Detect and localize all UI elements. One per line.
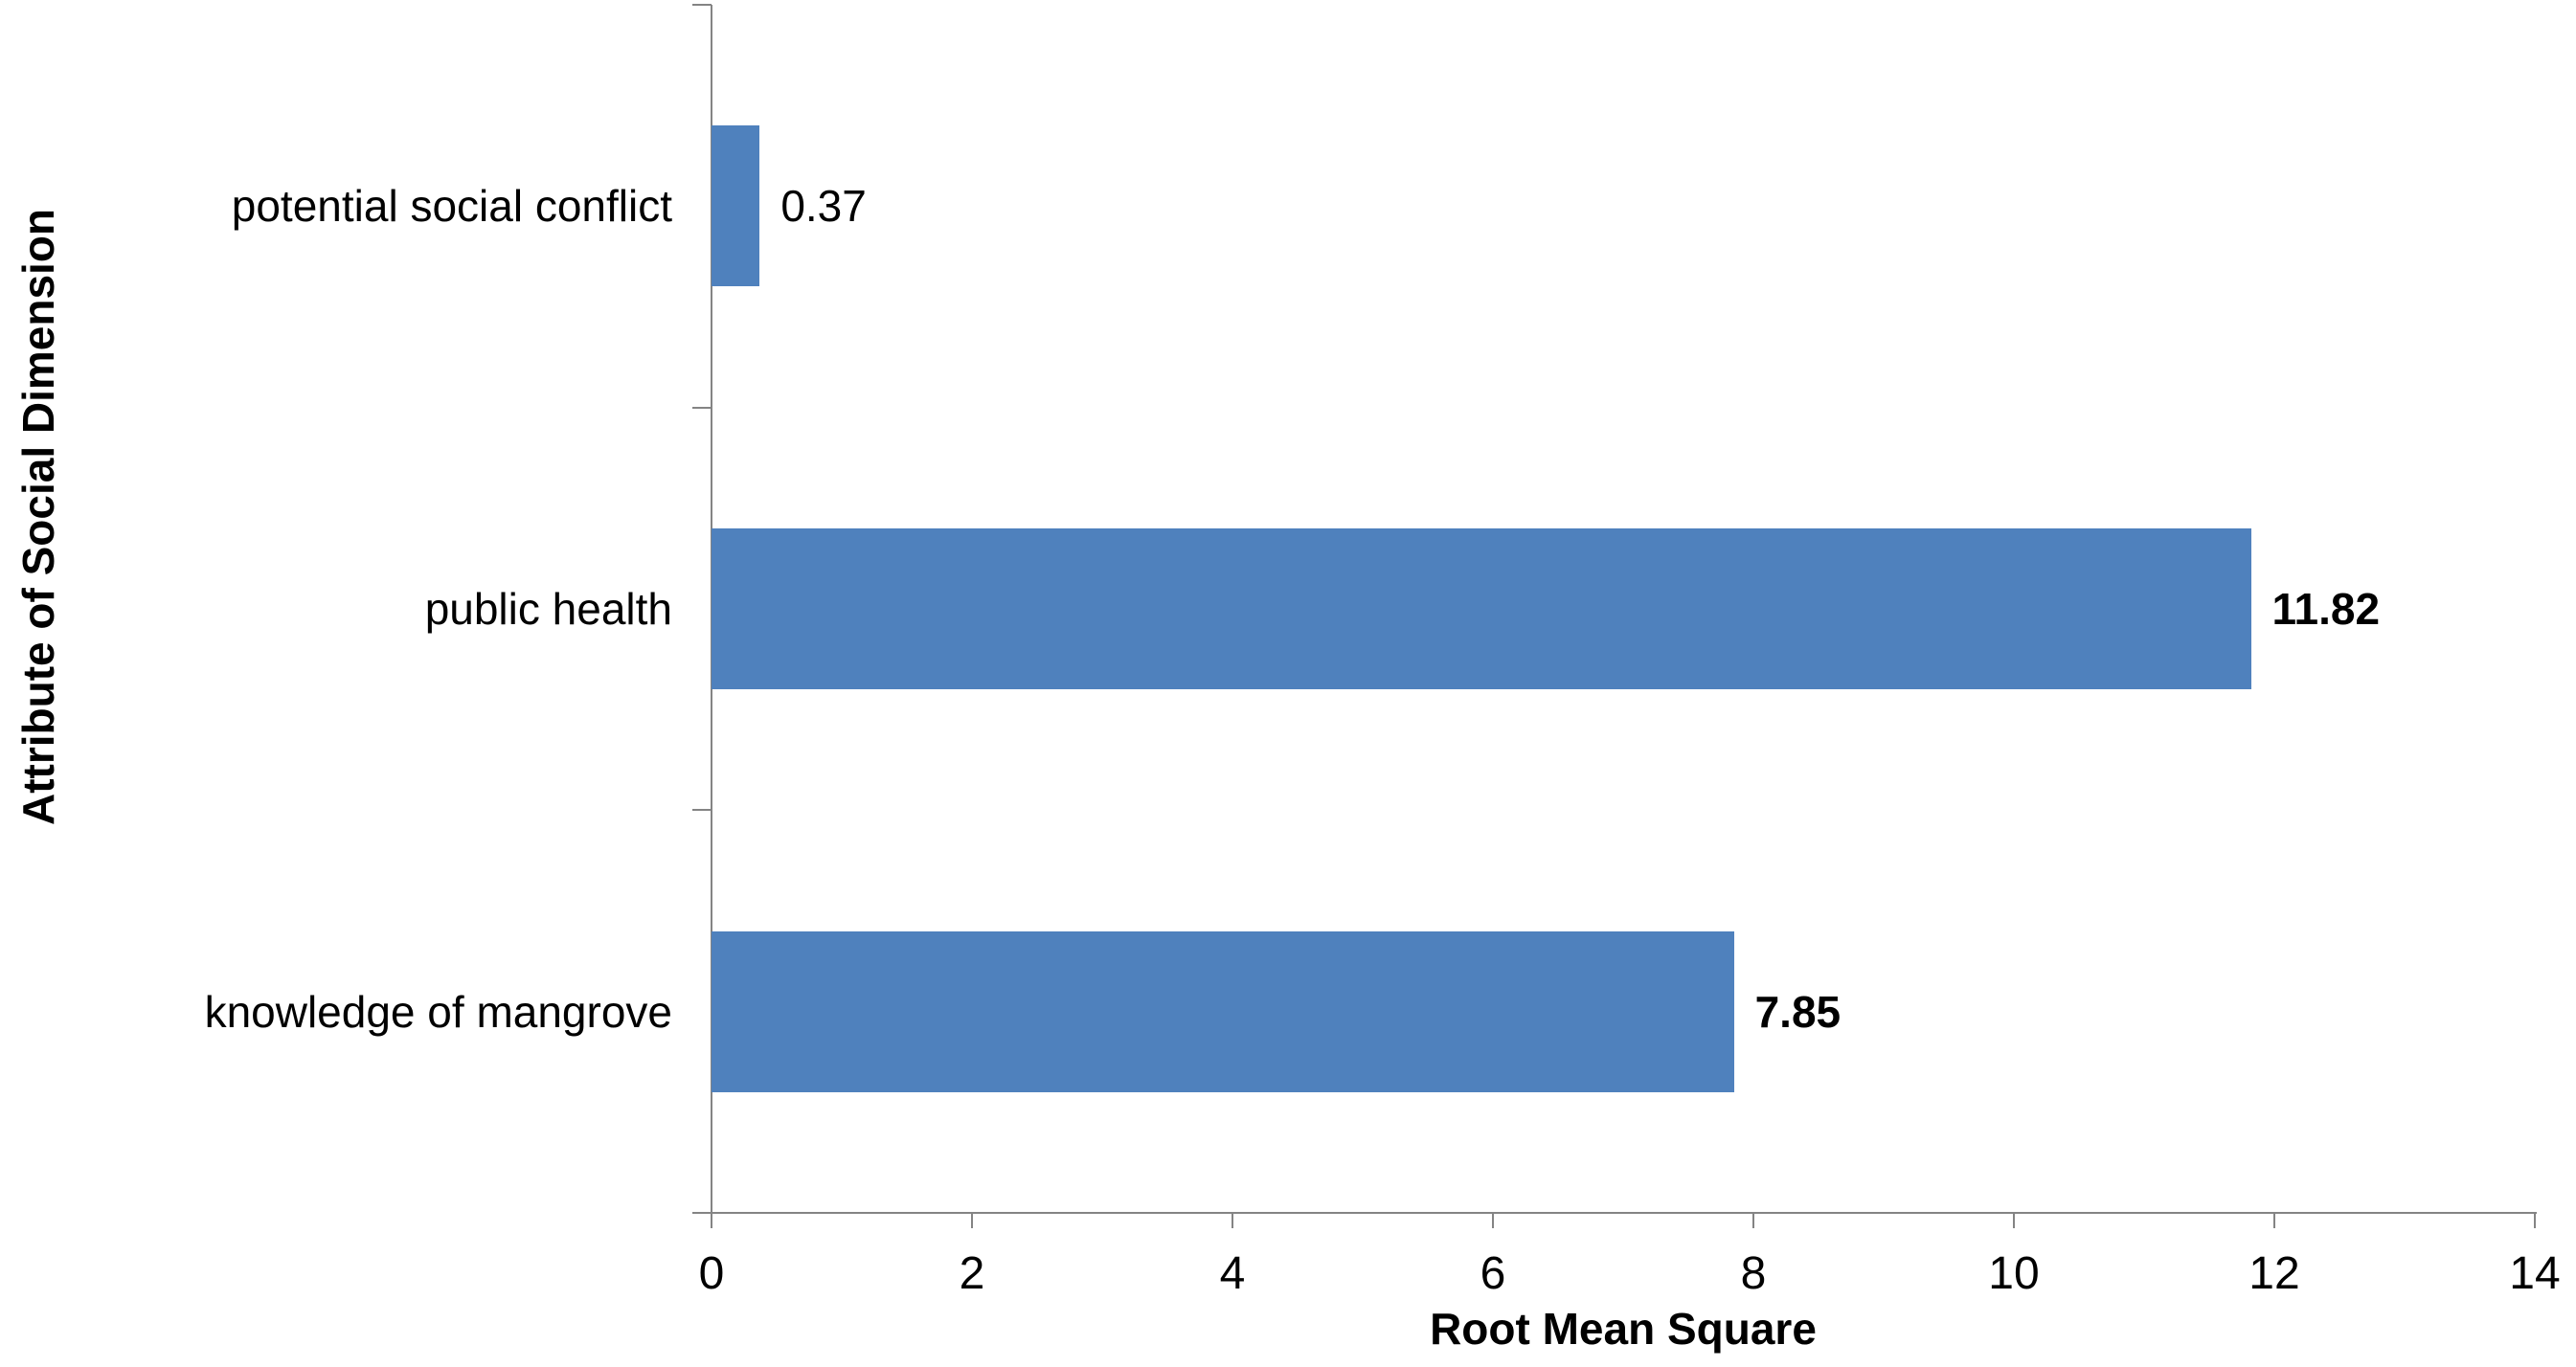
x-tick (1492, 1213, 1494, 1228)
category-tick (692, 809, 712, 812)
category-tick (692, 406, 712, 409)
x-tick (971, 1213, 973, 1228)
x-tick (2273, 1213, 2275, 1228)
y-axis-title: Attribute of Social Dimension (13, 208, 63, 826)
bar (712, 125, 760, 287)
x-tick-label: 8 (1740, 1248, 1767, 1299)
bar (712, 528, 2251, 689)
x-tick (711, 1213, 712, 1228)
data-label: 0.37 (780, 181, 867, 232)
x-tick (2013, 1213, 2015, 1228)
category-tick (692, 4, 712, 6)
bar (712, 930, 1734, 1092)
x-tick (2534, 1213, 2536, 1228)
x-tick-label: 4 (1219, 1248, 1246, 1299)
x-tick-label: 2 (959, 1248, 985, 1299)
x-axis-title: Root Mean Square (1430, 1304, 1817, 1354)
x-tick-label: 10 (1988, 1248, 2040, 1299)
category-tick (692, 1212, 712, 1214)
category-label: public health (424, 584, 672, 634)
data-label: 11.82 (2271, 584, 2381, 634)
x-tick-label: 12 (2248, 1248, 2300, 1299)
category-label: potential social conflict (231, 181, 672, 232)
x-tick-label: 0 (698, 1248, 725, 1299)
x-tick-label: 14 (2509, 1248, 2561, 1299)
x-tick (1752, 1213, 1754, 1228)
data-label: 7.85 (1754, 986, 1842, 1037)
x-axis-line (712, 1212, 2537, 1214)
x-tick-label: 6 (1480, 1248, 1506, 1299)
category-label: knowledge of mangrove (204, 986, 672, 1037)
x-tick (1232, 1213, 1233, 1228)
